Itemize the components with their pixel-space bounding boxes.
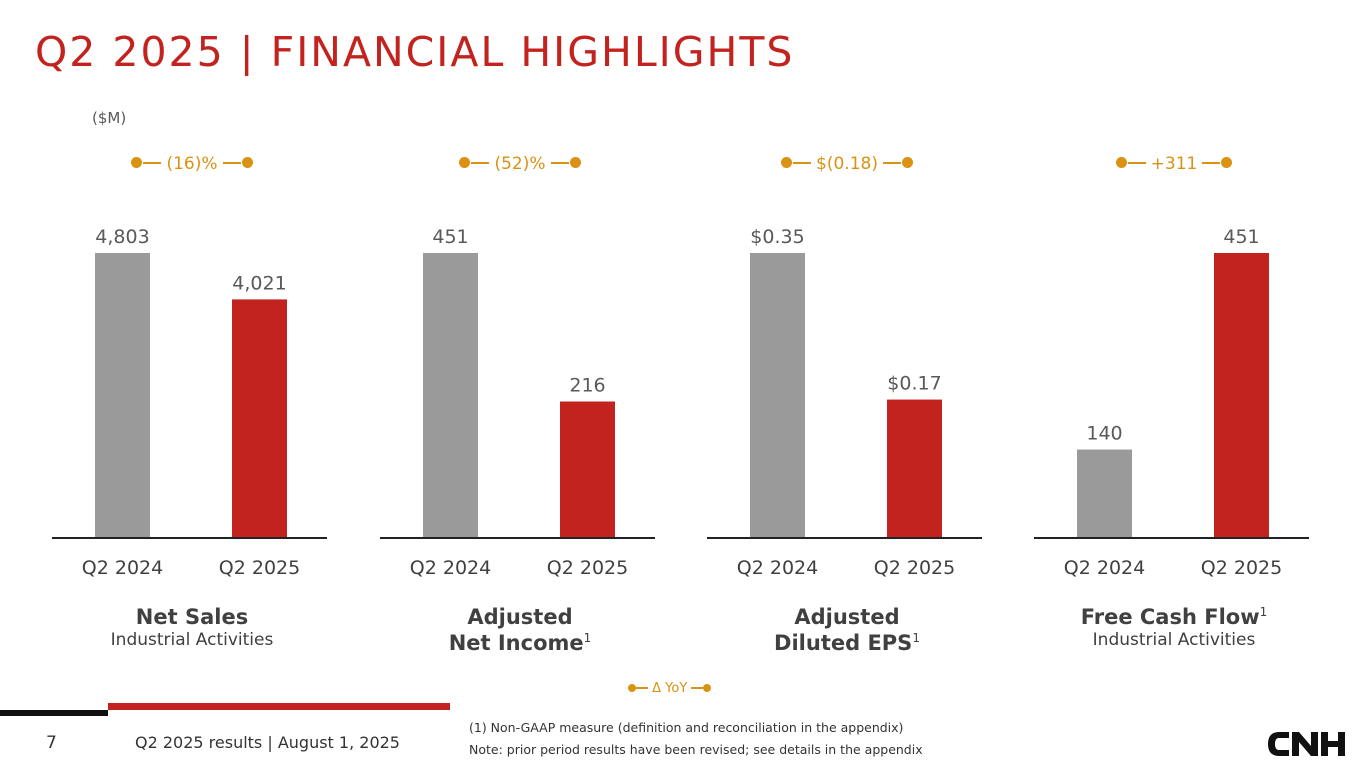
delta-value: +311 — [1150, 154, 1198, 174]
cnh-logo — [1268, 732, 1345, 756]
chart-title-line1: Adjusted — [794, 605, 900, 629]
bar-q2-2025 — [560, 401, 615, 538]
category-label: Q2 2025 — [219, 557, 300, 579]
footnote-1: (1) Non-GAAP measure (definition and rec… — [469, 720, 904, 735]
delta-dot-icon — [901, 157, 913, 168]
delta-line-icon — [222, 161, 241, 164]
chart-title-line2: Diluted EPS — [774, 631, 913, 655]
delta-dot-icon — [781, 157, 793, 168]
delta-line-icon — [1202, 161, 1221, 164]
delta-line-icon — [1127, 161, 1146, 164]
bar-q2-2025 — [1214, 253, 1269, 538]
bar-q2-2025 — [887, 399, 942, 538]
delta-indicator: +311 — [1024, 154, 1324, 174]
chart-title: Net Sales — [42, 604, 342, 630]
unit-label: ($M) — [92, 109, 127, 127]
adjusted-diluted-eps-chart: $(0.18) $0.35 Q2 2024 $0.17 Q2 2025 Adjuste… — [697, 150, 997, 670]
category-label: Q2 2025 — [874, 557, 955, 579]
data-label: 4,021 — [232, 272, 286, 294]
chart-svg: 451 Q2 2024 216 Q2 2025 — [380, 226, 655, 579]
bar-q2-2024 — [423, 253, 478, 538]
chart-title-text: Free Cash Flow — [1080, 605, 1260, 629]
adjusted-net-income-chart: (52)% 451 Q2 2024 216 Q2 2025 Adjusted Net … — [370, 150, 670, 670]
category-label: Q2 2025 — [1201, 557, 1282, 579]
bar-q2-2024 — [95, 253, 150, 538]
footnote-marker: 1 — [583, 631, 592, 645]
chart-title: Adjusted Net Income1 — [370, 604, 670, 656]
delta-indicator: (16)% — [42, 154, 342, 174]
delta-value: $(0.18) — [816, 154, 878, 174]
page-title: Q2 2025 | FINANCIAL HIGHLIGHTS — [35, 28, 795, 76]
legend: Δ YoY — [628, 681, 712, 696]
delta-line-icon — [143, 161, 162, 164]
delta-line-icon — [882, 161, 901, 164]
footnote-2: Note: prior period results have been rev… — [469, 742, 923, 757]
chart-svg: $0.35 Q2 2024 $0.17 Q2 2025 — [707, 226, 982, 579]
chart-title-line1: Adjusted — [467, 605, 573, 629]
category-label: Q2 2024 — [82, 557, 163, 579]
delta-line-icon — [471, 161, 490, 164]
delta-dot-icon — [1221, 157, 1233, 168]
bar-q2-2024 — [1077, 449, 1132, 538]
data-label: 4,803 — [95, 226, 149, 248]
chart-subtitle: Industrial Activities — [110, 630, 274, 650]
net-sales-chart: (16)% 4,803 Q2 2024 4,021 Q2 2025 Net Sales… — [42, 150, 342, 670]
delta-line-icon — [550, 161, 569, 164]
chart-title-text: Net Sales — [135, 605, 249, 629]
data-label: $0.35 — [750, 226, 804, 248]
data-label: $0.17 — [887, 373, 941, 395]
footnote-marker: 1 — [1259, 605, 1268, 619]
data-label: 451 — [432, 226, 468, 248]
legend-line-icon — [636, 686, 648, 689]
delta-dot-icon — [241, 157, 253, 168]
chart-title: Adjusted Diluted EPS1 — [697, 604, 997, 656]
bar-q2-2024 — [750, 253, 805, 538]
bar-q2-2025 — [232, 299, 287, 538]
delta-line-icon — [793, 161, 812, 164]
delta-dot-icon — [1115, 157, 1127, 168]
chart-svg: 140 Q2 2024 451 Q2 2025 — [1034, 226, 1309, 579]
chart-title-line2: Net Income — [448, 631, 584, 655]
delta-value: (16)% — [166, 154, 218, 174]
footnote-marker: 1 — [912, 631, 920, 645]
page-number: 7 — [46, 733, 57, 753]
data-label: 216 — [569, 375, 605, 397]
delta-dot-icon — [459, 157, 471, 168]
chart-subtitle: Industrial Activities — [1092, 630, 1256, 650]
category-label: Q2 2024 — [410, 557, 491, 579]
delta-indicator: (52)% — [370, 154, 670, 174]
chart-svg: 4,803 Q2 2024 4,021 Q2 2025 — [52, 226, 327, 579]
legend-dot-icon — [628, 683, 636, 692]
legend-dot-icon — [703, 683, 712, 692]
category-label: Q2 2024 — [737, 557, 818, 579]
data-label: 140 — [1086, 423, 1122, 445]
delta-dot-icon — [131, 157, 143, 168]
delta-dot-icon — [569, 157, 581, 168]
data-label: 451 — [1223, 226, 1259, 248]
free-cash-flow-chart: +311 140 Q2 2024 451 Q2 2025 Free Cash Flow… — [1024, 150, 1324, 670]
footer-text: Q2 2025 results | August 1, 2025 — [135, 733, 400, 752]
category-label: Q2 2024 — [1064, 557, 1145, 579]
chart-title: Free Cash Flow1 — [1024, 604, 1324, 630]
footer-accent-red — [108, 703, 450, 710]
delta-indicator: $(0.18) — [697, 154, 997, 174]
footer-accent-black — [0, 710, 108, 716]
category-label: Q2 2025 — [547, 557, 628, 579]
legend-line-icon — [691, 686, 704, 689]
delta-value: (52)% — [494, 154, 546, 174]
legend-label: Δ YoY — [652, 681, 688, 696]
